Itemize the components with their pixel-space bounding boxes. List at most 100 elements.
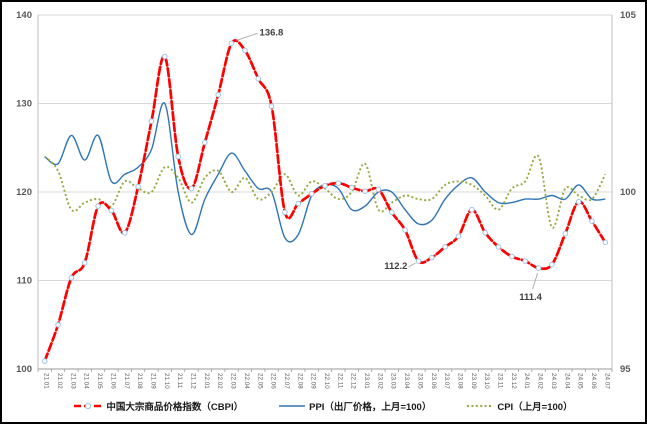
cbpi-marker <box>81 260 88 266</box>
cbpi-marker <box>135 183 141 190</box>
cbpi-marker <box>202 139 208 146</box>
cbpi-marker <box>215 91 222 98</box>
cbpi-line-sample-icon <box>74 402 103 410</box>
cbpi-marker <box>242 47 248 54</box>
x-axis-label: 21.12 <box>190 373 197 389</box>
cbpi-marker <box>348 184 355 191</box>
right-axis-tick-label: 95 <box>620 364 631 375</box>
x-axis-label: 24.05 <box>577 373 584 389</box>
cbpi-marker <box>55 321 61 328</box>
x-axis-label: 23.09 <box>470 373 477 389</box>
x-axis-label: 21.09 <box>149 373 156 389</box>
legend-item-ppi: PPI（出厂价格，上月=100） <box>279 399 431 413</box>
cbpi-marker <box>495 244 502 250</box>
cbpi-marker <box>415 258 422 264</box>
x-axis-label: 21.10 <box>163 373 170 389</box>
cbpi-marker <box>108 207 115 214</box>
cbpi-marker <box>228 40 235 47</box>
cbpi-marker <box>162 53 168 60</box>
cbpi-marker <box>68 275 75 281</box>
x-axis-label: 22.03 <box>230 373 237 389</box>
x-axis-label: 23.04 <box>403 373 410 389</box>
cbpi-marker <box>322 183 328 189</box>
chart-legend: 中国大宗商品价格指数（CBPI） PPI（出厂价格，上月=100） CPI（上月… <box>2 399 645 413</box>
x-axis-label: 21.02 <box>56 373 63 389</box>
cbpi-marker <box>402 227 408 233</box>
cbpi-marker <box>535 265 542 271</box>
x-axis-label: 23.07 <box>443 373 450 389</box>
cbpi-marker <box>442 244 448 250</box>
x-axis-label: 23.10 <box>483 373 490 389</box>
x-axis-label: 22.01 <box>203 373 210 389</box>
x-axis-label: 21.11 <box>176 373 183 389</box>
cbpi-marker <box>175 153 181 160</box>
legend-item-cbpi: 中国大宗商品价格指数（CBPI） <box>74 399 243 413</box>
x-axis-label: 22.08 <box>296 373 303 389</box>
x-axis-label: 21.06 <box>109 373 116 389</box>
x-axis-label: 21.08 <box>136 373 143 389</box>
left-axis-tick-label: 100 <box>16 364 32 375</box>
x-axis-label: 22.09 <box>310 373 317 389</box>
cbpi-marker <box>388 209 395 216</box>
cbpi-marker <box>455 233 462 240</box>
x-axis-label: 22.05 <box>256 373 263 389</box>
x-axis-label: 24.06 <box>590 373 597 389</box>
cbpi-marker <box>282 209 288 216</box>
left-axis-tick-label: 140 <box>16 10 32 21</box>
x-axis-label: 23.08 <box>456 373 463 389</box>
annotation-leader-line <box>236 32 258 41</box>
x-axis-label: 23.05 <box>416 373 423 389</box>
x-axis-label: 21.04 <box>83 373 90 389</box>
cbpi-marker <box>335 180 342 186</box>
legend-label-cbpi: 中国大宗商品价格指数（CBPI） <box>106 402 244 413</box>
cbpi-marker <box>428 254 435 261</box>
cbpi-marker <box>375 186 382 193</box>
legend-item-cpi: CPI（上月=100） <box>467 399 573 413</box>
annotation-label: 112.2 <box>384 261 407 272</box>
legend-label-cpi: CPI（上月=100） <box>497 402 573 413</box>
left-axis-tick-label: 110 <box>17 276 32 287</box>
legend-label-ppi: PPI（出厂价格，上月=100） <box>309 402 432 413</box>
cbpi-marker <box>522 258 529 264</box>
cpi-line-sample-icon <box>467 405 494 407</box>
cbpi-marker <box>148 118 155 124</box>
x-axis-label: 23.01 <box>363 373 370 389</box>
ppi-line-sample-icon <box>279 405 306 407</box>
cbpi-marker <box>575 198 582 205</box>
x-axis-label: 23.02 <box>376 373 383 389</box>
cbpi-marker <box>268 103 275 109</box>
cbpi-marker <box>95 203 101 209</box>
annotation-leader-line <box>532 272 539 290</box>
x-axis-label: 24.07 <box>603 373 610 389</box>
cbpi-marker <box>562 230 569 237</box>
x-axis-label: 24.01 <box>523 373 530 389</box>
x-axis-label: 22.10 <box>323 373 330 389</box>
x-axis-label: 21.05 <box>96 373 103 389</box>
cbpi-marker <box>295 200 302 207</box>
cbpi-marker <box>549 261 555 268</box>
x-axis-label: 21.01 <box>43 373 50 389</box>
x-axis-label: 22.02 <box>216 373 223 389</box>
right-axis-tick-label: 100 <box>620 187 636 198</box>
x-axis-label: 22.04 <box>243 373 250 389</box>
x-axis-label: 24.03 <box>550 373 557 389</box>
cbpi-marker <box>602 239 609 246</box>
cbpi-marker <box>41 358 48 364</box>
annotation-label: 136.8 <box>260 27 284 38</box>
x-axis-label: 22.07 <box>283 373 290 389</box>
x-axis-label: 21.07 <box>123 373 130 389</box>
x-axis-label: 21.03 <box>69 373 76 389</box>
x-axis-label: 22.12 <box>350 373 357 389</box>
right-axis-tick-label: 105 <box>620 10 637 21</box>
x-axis-label: 24.04 <box>563 373 570 389</box>
annotation-leader-line <box>408 262 416 268</box>
left-axis-tick-label: 130 <box>16 99 32 110</box>
x-axis-label: 23.12 <box>510 373 517 389</box>
x-axis-label: 23.11 <box>497 373 504 389</box>
cbpi-marker <box>255 75 262 82</box>
cbpi-marker <box>509 253 515 260</box>
cbpi-marker <box>188 185 195 192</box>
cbpi-marker <box>362 188 368 194</box>
cbpi-marker <box>121 229 128 236</box>
